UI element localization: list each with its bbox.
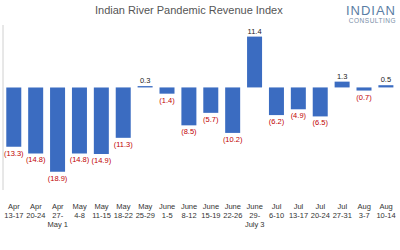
html-text:INDIAN: INDIAN [345, 3, 396, 18]
svg-text:0.5: 0.5 [381, 75, 391, 84]
svg-text:11.4: 11.4 [248, 27, 262, 36]
svg-text:(10.2): (10.2) [223, 135, 243, 144]
svg-text:(5.7): (5.7) [203, 115, 219, 124]
svg-text:(1.4): (1.4) [159, 96, 175, 105]
svg-text:(6.2): (6.2) [269, 117, 285, 126]
html-text:Indian River Pandemic Revenue: Indian River Pandemic Revenue Index [95, 4, 283, 16]
svg-text:Apr27-May 1: Apr27-May 1 [48, 202, 68, 229]
svg-text:June8-12: June8-12 [181, 202, 197, 220]
svg-text:May4-8: May4-8 [73, 202, 87, 220]
svg-text:(11.3): (11.3) [114, 140, 134, 149]
svg-text:(14.8): (14.8) [70, 155, 90, 164]
svg-text:June15-19: June15-19 [201, 202, 220, 220]
svg-text:Apr20-24: Apr20-24 [26, 202, 45, 220]
svg-text:Jul27-31: Jul27-31 [333, 202, 352, 220]
svg-text:Jul6-10: Jul6-10 [269, 202, 284, 220]
svg-text:June29-July 3: June29-July 3 [245, 202, 265, 229]
svg-text:(4.9): (4.9) [291, 111, 307, 120]
html-text:CONSULTING: CONSULTING [348, 16, 396, 24]
svg-text:May18-22: May18-22 [114, 202, 133, 220]
svg-text:(0.7): (0.7) [356, 93, 372, 102]
svg-text:(14.8): (14.8) [26, 155, 46, 164]
svg-text:0.3: 0.3 [140, 76, 150, 85]
svg-text:May25-29: May25-29 [136, 202, 155, 220]
svg-text:Jul20-24: Jul20-24 [311, 202, 330, 220]
svg-text:June22-26: June22-26 [223, 202, 242, 220]
svg-text:Aug10-14: Aug10-14 [376, 202, 392, 220]
svg-text:(6.5): (6.5) [313, 118, 329, 127]
svg-text:(14.9): (14.9) [92, 156, 112, 165]
svg-text:Jul13-17: Jul13-17 [289, 202, 308, 220]
svg-text:(8.5): (8.5) [181, 127, 197, 136]
svg-text:Apr13-17: Apr13-17 [8, 202, 24, 220]
svg-text:June1-5: June1-5 [159, 202, 175, 220]
svg-text:1.3: 1.3 [337, 72, 347, 81]
svg-text:(18.9): (18.9) [48, 174, 68, 183]
svg-text:Aug3-7: Aug3-7 [357, 202, 370, 220]
svg-text:(13.3): (13.3) [8, 149, 24, 158]
svg-text:May11-15: May11-15 [92, 202, 111, 220]
